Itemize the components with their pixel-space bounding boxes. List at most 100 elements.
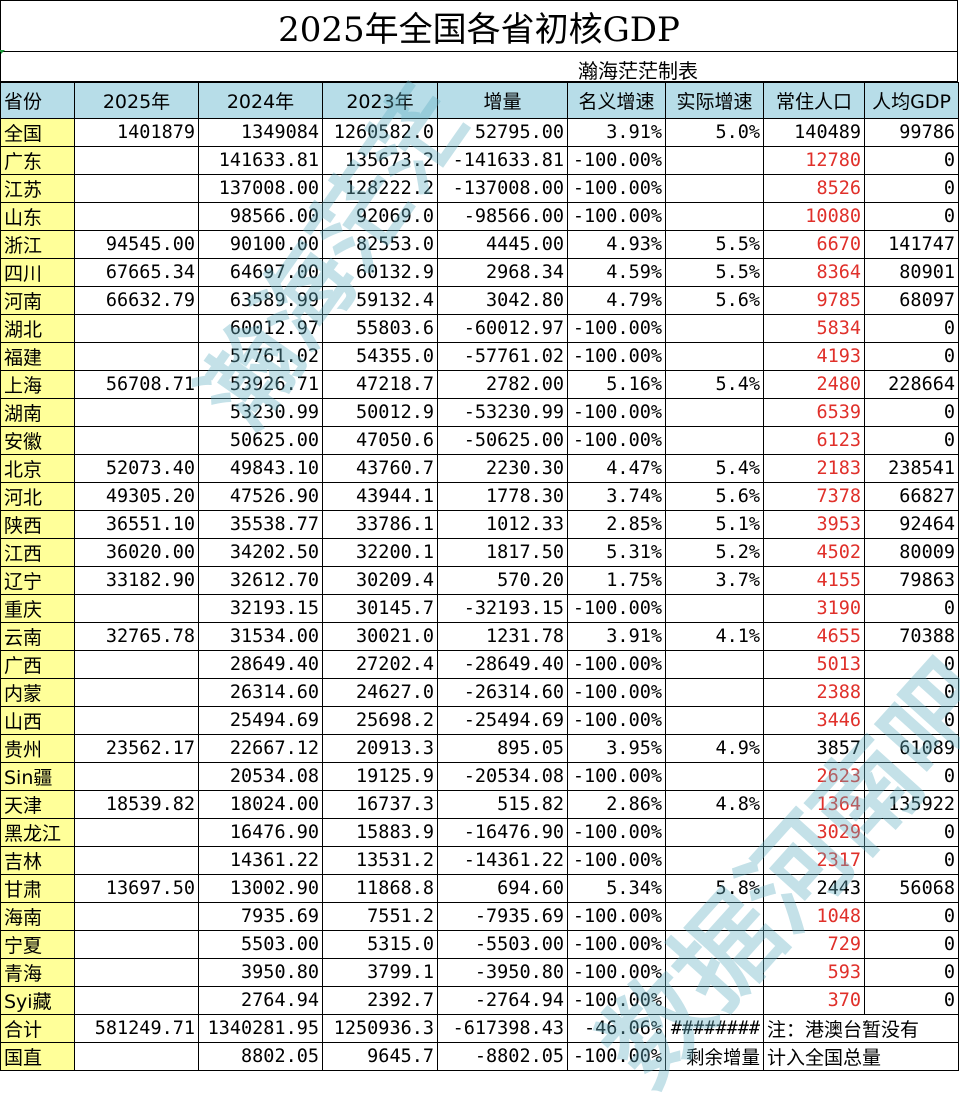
cell-y2025[interactable] [74, 678, 199, 707]
column-header[interactable]: 省份 [0, 82, 75, 119]
cell-y2025[interactable]: 36020.00 [74, 538, 199, 567]
cell-nominal[interactable]: 4.59% [567, 258, 666, 287]
note-cell[interactable]: 注：港澳台暂没有 [763, 1014, 959, 1043]
cell-delta[interactable]: -57761.02 [437, 342, 568, 371]
cell-y2024[interactable]: 1349084 [198, 118, 323, 147]
row-label-cell[interactable]: 合计 [0, 1014, 75, 1043]
cell-real[interactable] [665, 314, 764, 343]
cell-per-capita[interactable]: 61089 [864, 734, 959, 763]
cell-nominal[interactable]: 3.91% [567, 622, 666, 651]
cell-per-capita[interactable]: 0 [864, 398, 959, 427]
cell-y2025[interactable] [74, 846, 199, 875]
cell-nominal[interactable]: 3.95% [567, 734, 666, 763]
cell-y2025[interactable] [74, 202, 199, 231]
cell-population[interactable]: 4193 [763, 342, 865, 371]
province-cell[interactable]: 湖北 [0, 314, 75, 343]
cell-per-capita[interactable]: 0 [864, 706, 959, 735]
cell-y2024[interactable]: 3950.80 [198, 958, 323, 987]
cell-y2023[interactable]: 7551.2 [322, 902, 438, 931]
cell-per-capita[interactable]: 0 [864, 174, 959, 203]
cell-population[interactable]: 593 [763, 958, 865, 987]
cell-per-capita[interactable]: 68097 [864, 286, 959, 315]
cell-per-capita[interactable]: 0 [864, 986, 959, 1015]
cell-delta[interactable]: -16476.90 [437, 818, 568, 847]
province-cell[interactable]: 河北 [0, 482, 75, 511]
cell-nominal[interactable]: -46.06% [567, 1014, 666, 1043]
cell-per-capita[interactable]: 0 [864, 314, 959, 343]
cell-y2024[interactable]: 26314.60 [198, 678, 323, 707]
cell-delta[interactable]: -3950.80 [437, 958, 568, 987]
cell-y2025[interactable]: 1401879 [74, 118, 199, 147]
cell-real[interactable] [665, 986, 764, 1015]
cell-y2024[interactable]: 60012.97 [198, 314, 323, 343]
cell-nominal[interactable]: -100.00% [567, 594, 666, 623]
cell-per-capita[interactable]: 99786 [864, 118, 959, 147]
cell-population[interactable]: 8526 [763, 174, 865, 203]
cell-delta[interactable]: -60012.97 [437, 314, 568, 343]
province-cell[interactable]: 山东 [0, 202, 75, 231]
cell-delta[interactable]: -8802.05 [437, 1042, 568, 1071]
cell-real[interactable]: 5.6% [665, 482, 764, 511]
cell-real[interactable]: 5.2% [665, 538, 764, 567]
cell-y2023[interactable]: 82553.0 [322, 230, 438, 259]
cell-y2024[interactable]: 8802.05 [198, 1042, 323, 1071]
cell-y2025[interactable] [74, 902, 199, 931]
cell-y2024[interactable]: 1340281.95 [198, 1014, 323, 1043]
cell-nominal[interactable]: -100.00% [567, 314, 666, 343]
cell-nominal[interactable]: -100.00% [567, 1042, 666, 1071]
cell-y2023[interactable]: 55803.6 [322, 314, 438, 343]
column-header[interactable]: 2023年 [322, 82, 438, 119]
cell-y2024[interactable]: 34202.50 [198, 538, 323, 567]
province-cell[interactable]: 四川 [0, 258, 75, 287]
cell-nominal[interactable]: -100.00% [567, 930, 666, 959]
cell-y2023[interactable]: 5315.0 [322, 930, 438, 959]
cell-y2023[interactable]: 20913.3 [322, 734, 438, 763]
province-cell[interactable]: 浙江 [0, 230, 75, 259]
cell-population[interactable]: 2183 [763, 454, 865, 483]
province-cell[interactable]: 内蒙 [0, 678, 75, 707]
cell-y2025[interactable] [74, 650, 199, 679]
cell-delta[interactable]: 570.20 [437, 566, 568, 595]
cell-nominal[interactable]: 5.34% [567, 874, 666, 903]
cell-y2023[interactable]: 13531.2 [322, 846, 438, 875]
cell-nominal[interactable]: -100.00% [567, 174, 666, 203]
cell-nominal[interactable]: 4.93% [567, 230, 666, 259]
cell-y2025[interactable]: 32765.78 [74, 622, 199, 651]
province-cell[interactable]: Sin疆 [0, 762, 75, 791]
cell-y2025[interactable]: 94545.00 [74, 230, 199, 259]
cell-y2025[interactable] [74, 930, 199, 959]
column-header[interactable]: 2024年 [198, 82, 323, 119]
cell-population[interactable]: 6539 [763, 398, 865, 427]
cell-per-capita[interactable]: 0 [864, 678, 959, 707]
cell-population[interactable]: 3029 [763, 818, 865, 847]
cell-per-capita[interactable]: 0 [864, 650, 959, 679]
cell-real[interactable] [665, 202, 764, 231]
cell-delta[interactable]: -25494.69 [437, 706, 568, 735]
cell-y2025[interactable] [74, 958, 199, 987]
cell-per-capita[interactable]: 0 [864, 958, 959, 987]
note-cell[interactable]: 计入全国总量 [763, 1042, 959, 1071]
cell-per-capita[interactable]: 0 [864, 342, 959, 371]
cell-population[interactable]: 4502 [763, 538, 865, 567]
cell-delta[interactable]: -32193.15 [437, 594, 568, 623]
cell-y2024[interactable]: 2764.94 [198, 986, 323, 1015]
cell-nominal[interactable]: -100.00% [567, 678, 666, 707]
cell-y2024[interactable]: 18024.00 [198, 790, 323, 819]
cell-real[interactable]: 4.1% [665, 622, 764, 651]
cell-per-capita[interactable]: 0 [864, 818, 959, 847]
cell-nominal[interactable]: -100.00% [567, 706, 666, 735]
cell-y2025[interactable]: 23562.17 [74, 734, 199, 763]
cell-y2023[interactable]: 43760.7 [322, 454, 438, 483]
cell-delta[interactable]: -137008.00 [437, 174, 568, 203]
cell-nominal[interactable]: -100.00% [567, 146, 666, 175]
province-cell[interactable]: 河南 [0, 286, 75, 315]
province-cell[interactable]: 江苏 [0, 174, 75, 203]
cell-population[interactable]: 12780 [763, 146, 865, 175]
cell-y2023[interactable]: 50012.9 [322, 398, 438, 427]
cell-real[interactable]: 5.5% [665, 258, 764, 287]
cell-y2023[interactable]: 32200.1 [322, 538, 438, 567]
cell-delta[interactable]: 1231.78 [437, 622, 568, 651]
cell-y2025[interactable]: 36551.10 [74, 510, 199, 539]
cell-y2025[interactable]: 52073.40 [74, 454, 199, 483]
cell-y2023[interactable]: 1260582.0 [322, 118, 438, 147]
